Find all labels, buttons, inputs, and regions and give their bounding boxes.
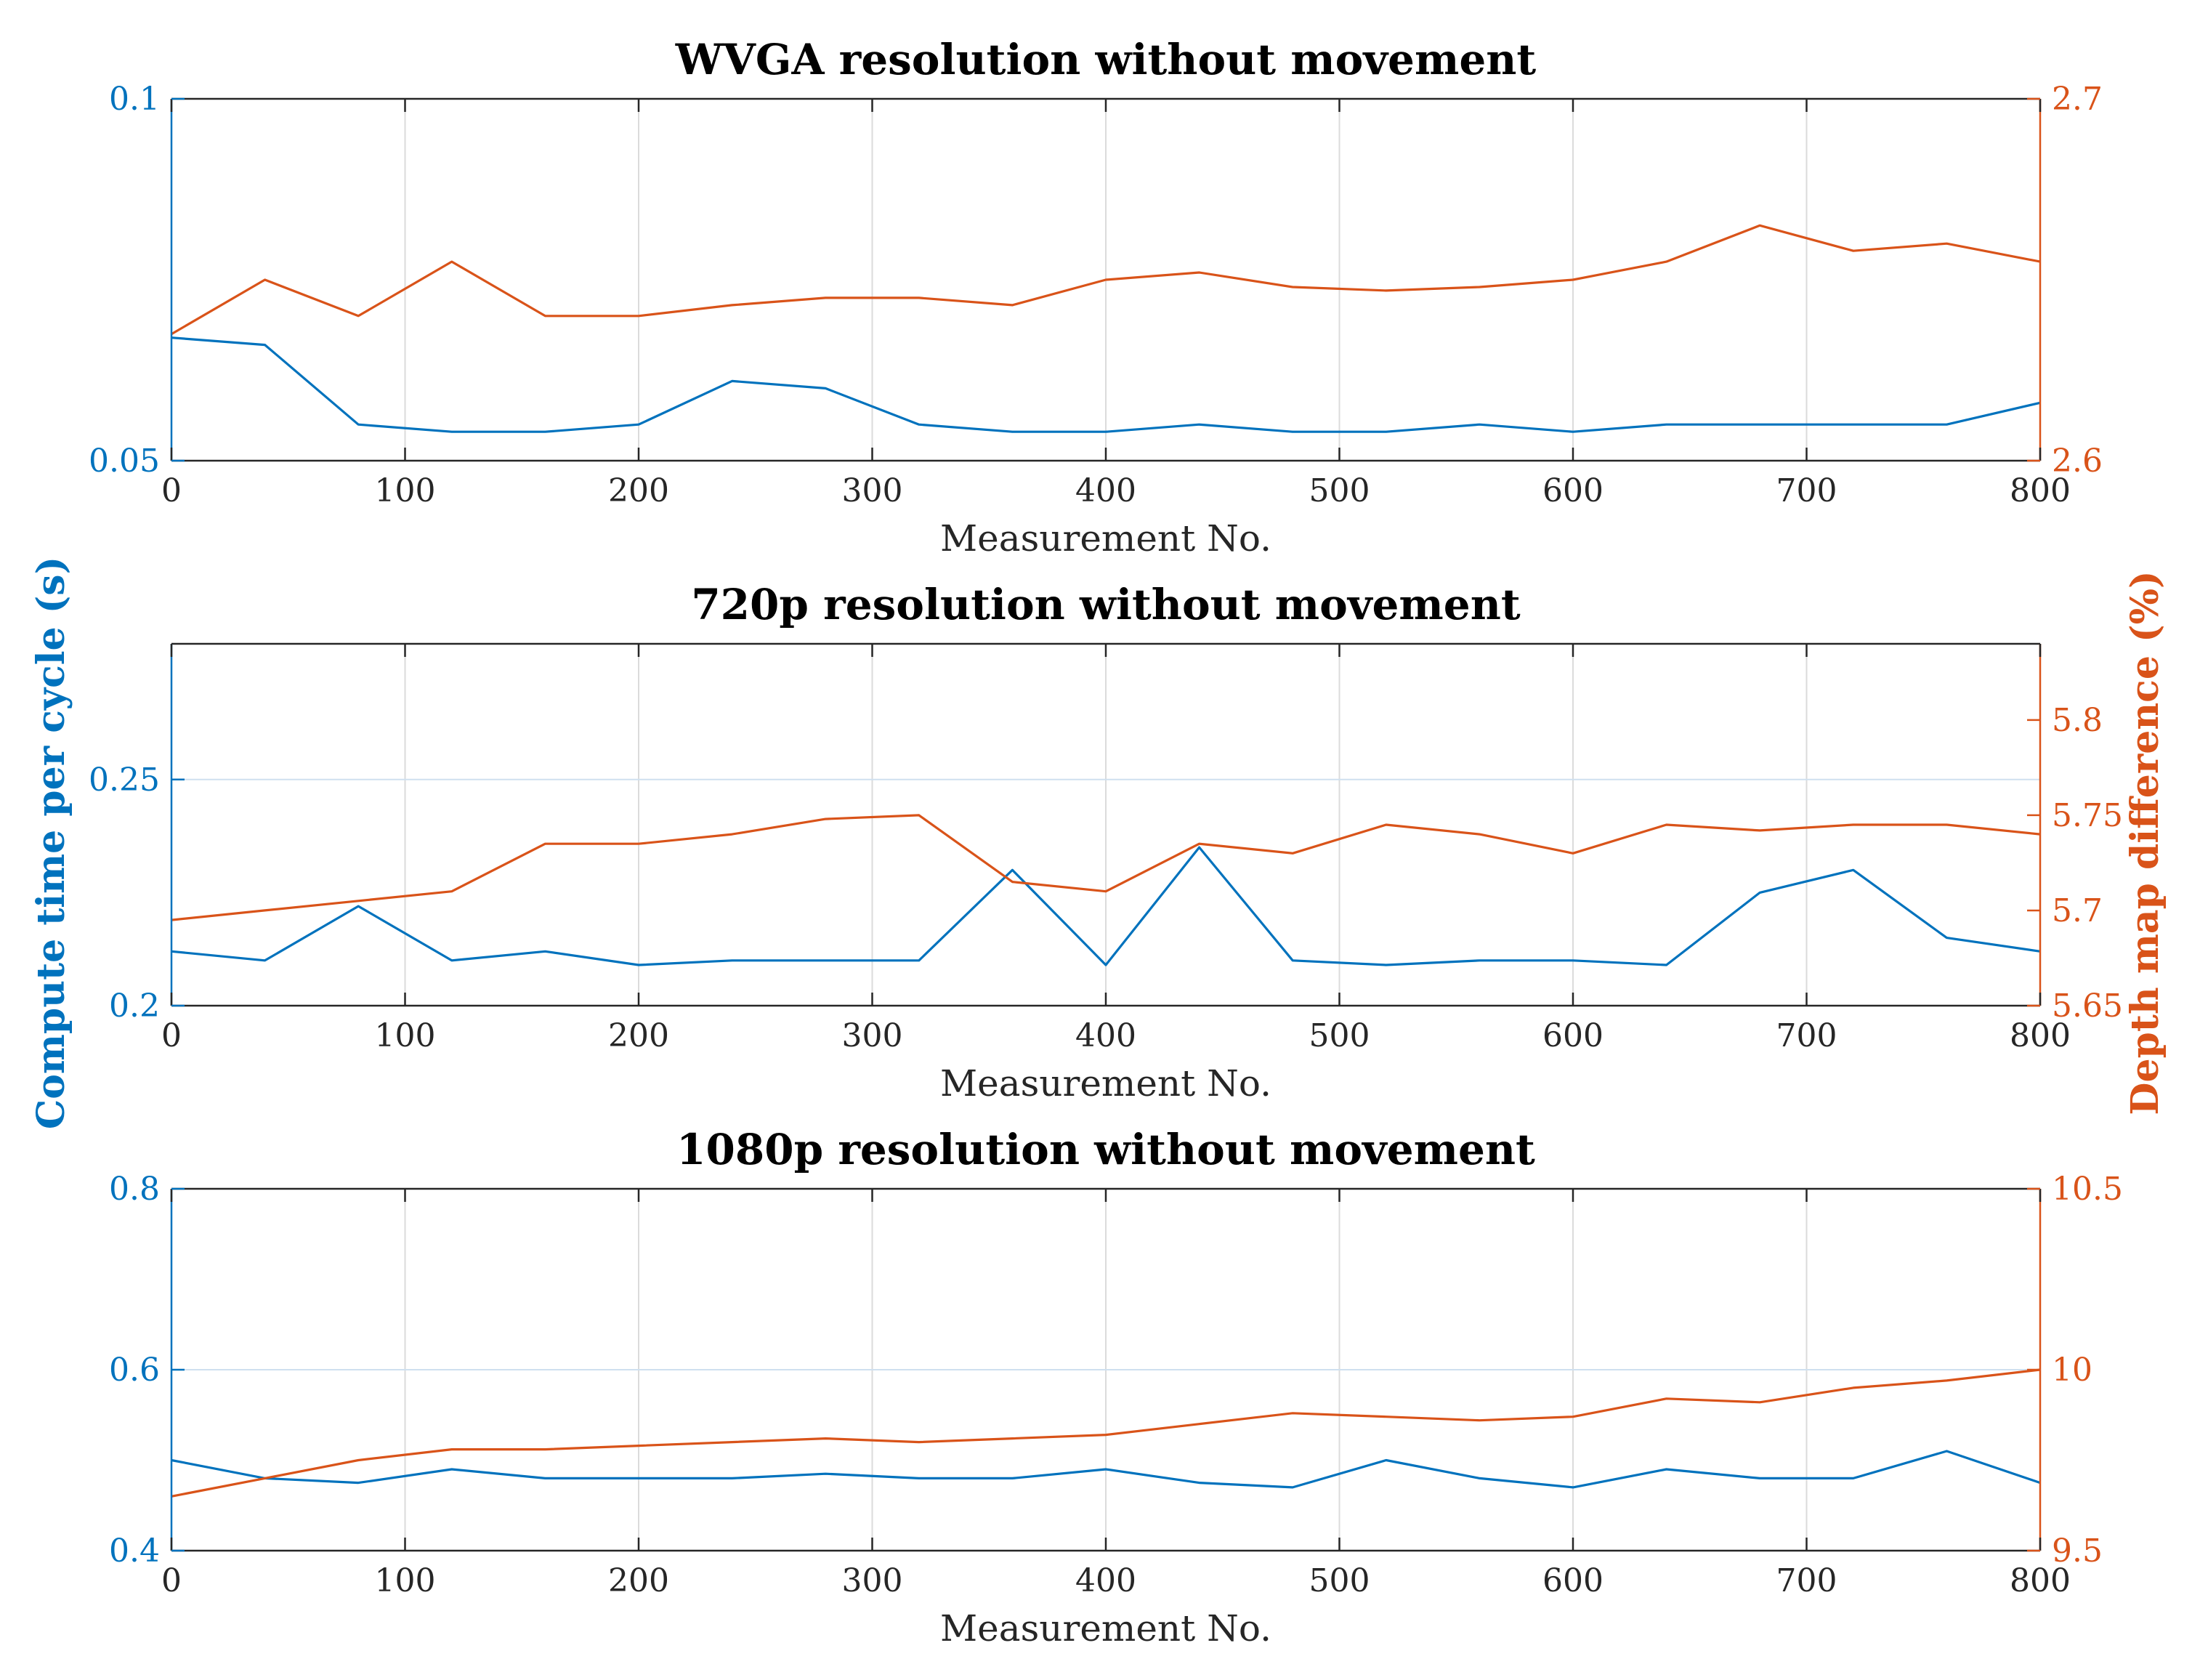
x-tick-label: 700 [1776,1562,1837,1599]
chart-title: 720p resolution without movement [691,580,1521,629]
depth-map-difference-line [171,1368,2041,1498]
x-tick-label: 600 [1542,1017,1604,1054]
x-tick-label: 600 [1542,1562,1604,1599]
y-tick-label-right: 10 [2052,1352,2092,1389]
x-tick-label: 800 [2010,1017,2071,1054]
x-tick-label: 0 [161,1562,182,1599]
shared-right-ylabel: Depth map difference (%) [2123,570,2167,1115]
depth-map-difference-line [171,814,2041,921]
chart-panel-1: 0 100 200 300 400 500 600 700 800 0.05 0.1 2.6 2.7 WV… [89,35,2103,560]
x-tick-label: 0 [161,472,182,509]
y-tick-label-left: 0.8 [109,1171,160,1208]
x-tick-label: 500 [1309,1562,1370,1599]
x-tick-label: 100 [375,1562,436,1599]
x-tick-label: 100 [375,1017,436,1054]
x-tick-label: 200 [608,1017,669,1054]
x-tick-label: 800 [2010,472,2071,509]
x-tick-label: 700 [1776,472,1837,509]
y-tick-label-right: 5.65 [2052,988,2123,1025]
y-tick-label-right: 5.7 [2052,892,2103,929]
x-tick-label: 200 [608,1562,669,1599]
depth-map-difference-line [171,224,2041,336]
y-tick-label-left: 0.2 [109,988,160,1025]
y-tick-label-left: 0.1 [109,81,160,118]
x-axis-label: Measurement No. [940,517,1271,560]
x-tick-label: 500 [1309,472,1370,509]
compute-time-line [171,1450,2041,1489]
compute-time-line [171,846,2041,966]
y-tick-label-left: 0.4 [109,1532,160,1570]
x-tick-label: 300 [842,472,903,509]
compute-time-line [171,336,2041,433]
x-tick-label: 100 [375,472,436,509]
x-tick-label: 200 [608,472,669,509]
x-tick-label: 400 [1075,472,1136,509]
y-tick-label-right: 2.6 [2052,443,2103,480]
y-tick-label-right: 5.8 [2052,702,2103,739]
x-tick-label: 300 [842,1562,903,1599]
y-tick-label-left: 0.6 [109,1352,160,1389]
y-tick-label-left: 0.25 [89,762,160,799]
chart-panel-3: 0 100 200 300 400 500 600 700 800 0.4 0.6 0.8 9.5 10 1… [109,1125,2123,1649]
x-tick-label: 400 [1075,1562,1136,1599]
chart-title: WVGA resolution without movement [675,35,1537,84]
x-tick-label: 300 [842,1017,903,1054]
x-tick-label: 800 [2010,1562,2071,1599]
y-tick-label-right: 9.5 [2052,1532,2103,1570]
x-tick-label: 500 [1309,1017,1370,1054]
x-tick-label: 700 [1776,1017,1837,1054]
y-tick-label-left: 0.05 [89,443,160,480]
x-axis-label: Measurement No. [940,1607,1271,1649]
chart-panel-2: 0 100 200 300 400 500 600 700 8000.20.255.655.75… [89,580,2123,1104]
x-tick-label: 0 [161,1017,182,1054]
x-tick-label: 400 [1075,1017,1136,1054]
y-tick-label-right: 5.75 [2052,797,2123,834]
y-tick-label-right: 10.5 [2052,1171,2123,1208]
x-axis-label: Measurement No. [940,1062,1271,1104]
chart-title: 1080p resolution without movement [676,1125,1535,1174]
x-tick-label: 600 [1542,472,1604,509]
shared-left-ylabel: Compute time per cycle (s) [29,557,73,1129]
y-tick-label-right: 2.7 [2052,81,2103,118]
